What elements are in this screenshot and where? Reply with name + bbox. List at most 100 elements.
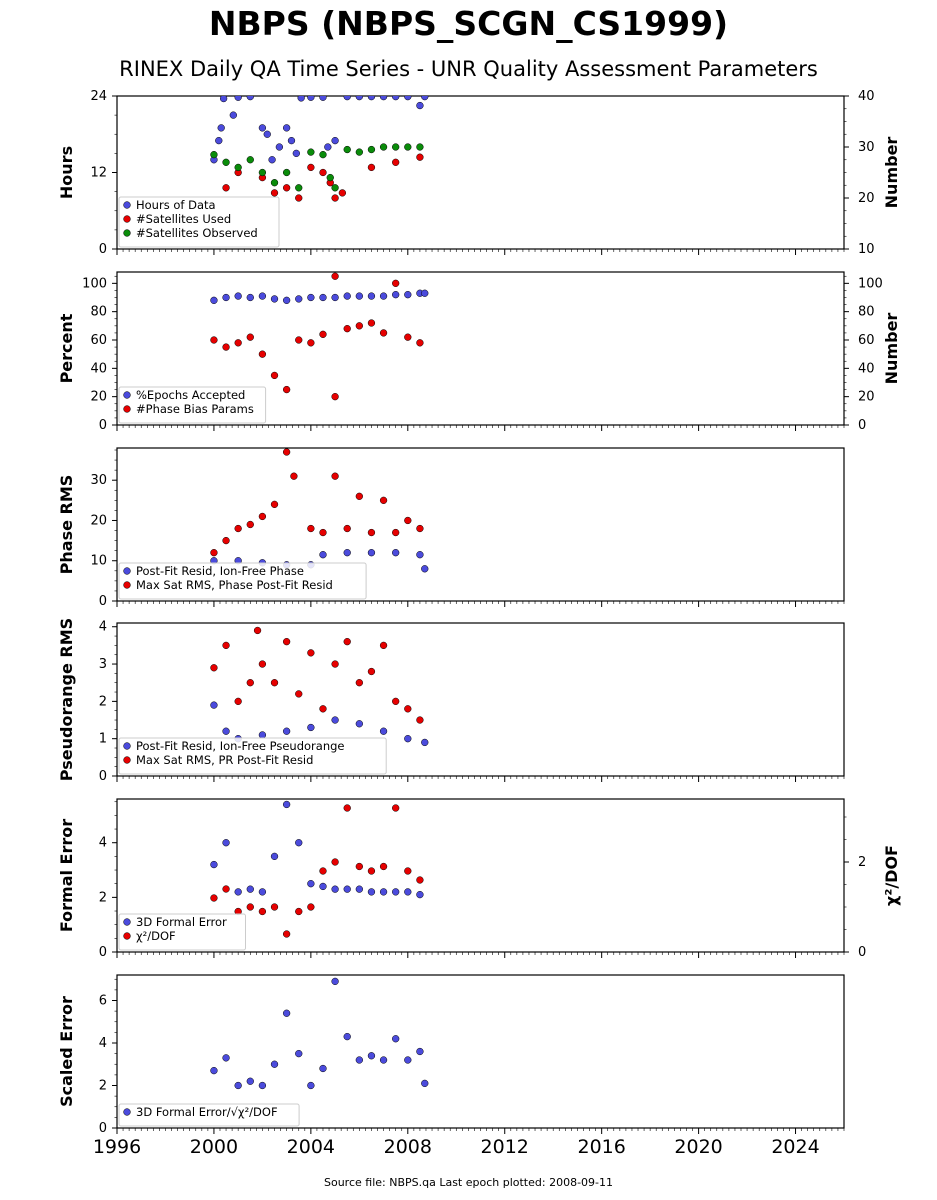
data-point — [219, 96, 228, 103]
data-point — [343, 549, 351, 557]
data-point — [319, 330, 327, 338]
data-point — [258, 168, 267, 177]
legend-marker — [123, 1108, 131, 1116]
data-point — [307, 880, 315, 888]
data-point — [295, 839, 303, 847]
data-point — [379, 292, 388, 300]
y-tick-label: 6 — [99, 994, 107, 1009]
data-point — [210, 701, 218, 709]
data-point — [234, 697, 242, 706]
data-point — [367, 549, 376, 557]
legend-box — [118, 562, 367, 600]
data-point — [222, 343, 230, 351]
panel-3: 0 10 20 30 Phase RMS Post-Fit Resid, Ion-Free… — [57, 447, 845, 609]
data-point — [307, 339, 315, 347]
data-layer — [210, 96, 429, 202]
data-point — [416, 339, 424, 347]
data-point — [210, 151, 218, 159]
legend-label: Hours of Data — [136, 198, 216, 212]
data-point — [379, 496, 388, 504]
data-point — [307, 903, 315, 911]
y-tick-label: 100 — [82, 276, 107, 291]
y-axis-label: Percent — [57, 313, 76, 383]
data-point — [404, 143, 412, 151]
data-point — [246, 333, 254, 341]
y-tick-label: 10 — [90, 554, 107, 569]
data-point — [404, 888, 412, 896]
data-point — [234, 524, 242, 533]
y-tick-label: 12 — [90, 166, 107, 181]
data-point — [282, 124, 291, 132]
data-point — [404, 333, 412, 341]
y2-tick-label: 40 — [858, 89, 875, 104]
y2-tick-label: 60 — [858, 333, 875, 348]
y-tick-label: 60 — [90, 333, 107, 348]
legend-box — [118, 913, 246, 951]
data-point — [324, 143, 332, 151]
data-point — [392, 528, 400, 537]
data-point — [282, 385, 291, 394]
data-point — [367, 145, 376, 154]
panel-2: 0 20 40 60 80 100 Percent 0 20 40 60 80 100 Number %Ep… — [57, 271, 901, 433]
legend-marker — [123, 918, 131, 926]
data-point — [379, 641, 388, 650]
data-point — [234, 96, 242, 101]
data-point — [275, 143, 284, 151]
data-point — [338, 189, 347, 197]
data-point — [258, 1081, 267, 1090]
legend-marker — [123, 567, 131, 575]
data-point — [421, 1079, 429, 1088]
y2-tick-label: 100 — [858, 276, 883, 291]
y-tick-label: 40 — [90, 361, 107, 376]
data-point — [331, 858, 339, 866]
data-point — [246, 293, 254, 302]
data-point — [355, 720, 363, 728]
data-point — [307, 524, 315, 533]
data-point — [367, 1052, 376, 1060]
data-point — [282, 800, 291, 809]
data-point — [222, 293, 230, 302]
data-point — [392, 1035, 400, 1043]
panel-4: 0 1 2 3 4 Pseudorange RMS Post-Fit Resid, Ion-… — [57, 618, 845, 784]
data-point — [392, 279, 400, 287]
data-point — [234, 888, 242, 896]
data-point — [307, 1081, 315, 1090]
page-title: NBPS (NBPS_SCGN_CS1999) — [208, 4, 729, 43]
y-tick-label: 80 — [90, 305, 107, 320]
y-tick-label: 0 — [99, 594, 107, 609]
data-point — [379, 329, 388, 337]
data-point — [295, 1049, 303, 1058]
data-point — [282, 296, 291, 304]
legend-box — [118, 196, 280, 248]
legend-marker — [123, 201, 131, 209]
legend-box — [118, 386, 267, 424]
data-point — [234, 1081, 242, 1090]
data-point — [331, 977, 339, 986]
data-point — [246, 885, 254, 893]
data-point — [295, 907, 303, 916]
data-point — [270, 371, 279, 380]
data-point — [404, 705, 412, 713]
y2-tick-label: 40 — [858, 361, 875, 376]
legend-label: %Epochs Accepted — [136, 388, 245, 402]
data-point — [367, 867, 376, 875]
data-point — [282, 168, 291, 177]
data-point — [343, 804, 351, 812]
y2-tick-label: 20 — [858, 390, 875, 405]
data-point — [416, 890, 424, 899]
data-point — [282, 448, 291, 456]
data-point — [295, 184, 303, 192]
source-footer: Source file: NBPS.qa Last epoch plotted:… — [323, 1176, 614, 1189]
data-point — [215, 136, 223, 145]
data-point — [258, 907, 267, 916]
legend-label: Max Sat RMS, PR Post-Fit Resid — [136, 753, 313, 767]
data-point — [392, 143, 400, 151]
y-tick-label: 2 — [99, 694, 107, 709]
y-tick-label: 0 — [99, 418, 107, 433]
data-point — [392, 549, 400, 557]
data-point — [290, 472, 298, 480]
data-point — [270, 179, 279, 187]
data-point — [210, 296, 218, 304]
